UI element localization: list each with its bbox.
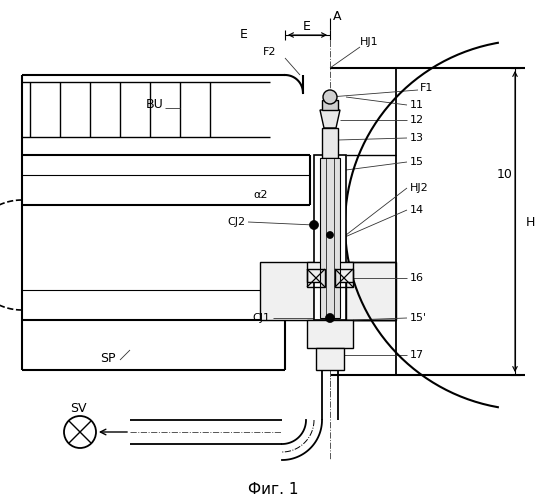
Bar [335,262,353,282]
Text: 16: 16 [410,273,424,283]
Text: 15': 15' [410,313,427,323]
Bar [322,128,338,158]
Text: SV: SV [70,402,86,414]
Bar [307,320,353,348]
Circle shape [323,90,337,104]
Circle shape [310,220,318,230]
Text: Фиг. 1: Фиг. 1 [248,482,298,498]
Polygon shape [320,110,340,128]
Bar [320,158,340,318]
Text: 13: 13 [410,133,424,143]
Bar [346,262,396,320]
Bar [307,269,325,287]
Bar [326,158,334,318]
Bar [335,269,353,287]
Bar [307,262,325,282]
Circle shape [325,314,335,322]
Text: 14: 14 [410,205,424,215]
Text: CJ2: CJ2 [227,217,245,227]
Text: A: A [333,10,341,24]
Bar [322,100,338,110]
Text: E: E [303,20,311,34]
Text: CJ1: CJ1 [252,313,270,323]
Text: H: H [525,216,535,228]
Circle shape [327,232,334,238]
Circle shape [64,416,96,448]
Text: 15: 15 [410,157,424,167]
Text: 11: 11 [410,100,424,110]
Text: E: E [240,28,248,42]
Text: HJ1: HJ1 [360,37,378,47]
Text: 12: 12 [410,115,424,125]
Bar [260,262,314,320]
Text: 10: 10 [497,168,513,181]
Text: α2: α2 [253,190,268,200]
Text: BU: BU [146,98,164,112]
Bar [316,348,344,370]
Text: 17: 17 [410,350,424,360]
Text: SP: SP [100,352,116,364]
Text: F1: F1 [420,83,434,93]
Text: F2: F2 [263,47,277,57]
Bar [314,155,346,320]
Text: HJ2: HJ2 [410,183,429,193]
